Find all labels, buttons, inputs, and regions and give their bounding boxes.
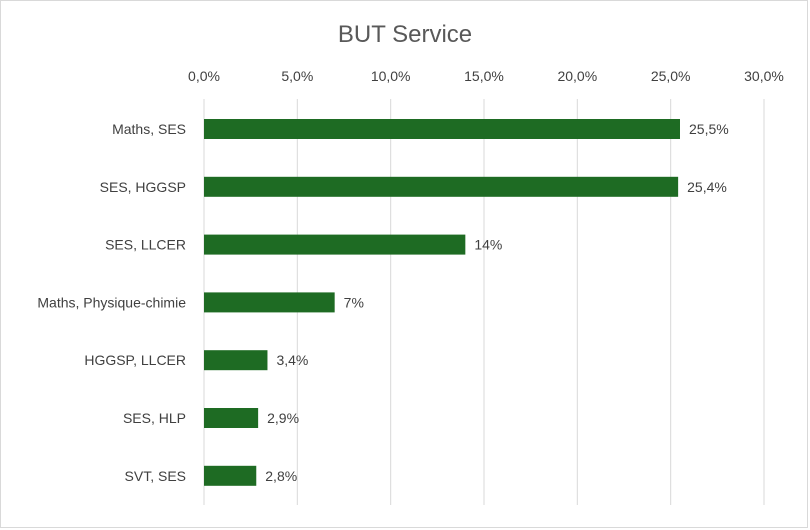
category-label: SES, LLCER [105,237,186,253]
x-tick-label: 10,0% [371,68,411,84]
data-label: 25,5% [689,121,729,137]
category-label: Maths, SES [112,121,186,137]
data-label: 2,9% [267,410,299,426]
category-labels: Maths, SES SES, HGGSP SES, LLCER Maths, Phy… [37,121,186,484]
data-label: 3,4% [276,352,308,368]
bar [204,408,259,428]
data-label: 2,8% [265,468,297,484]
x-tick-label: 15,0% [464,68,504,84]
category-label: SES, HLP [123,410,186,426]
x-tick-label: 20,0% [557,68,597,84]
category-label: SVT, SES [125,468,186,484]
x-tick-label: 5,0% [281,68,313,84]
x-axis-tick-labels: 0,0% 5,0% 10,0% 15,0% 20,0% 25,0% 30,0% [188,68,784,84]
bar [204,176,679,197]
bar [204,292,335,313]
gridlines [203,99,765,505]
x-tick-label: 0,0% [188,68,220,84]
bar [204,234,466,255]
bar [204,465,257,486]
data-labels: 25,5% 25,4% 14% 7% 3,4% 2,9% 2,8% [265,121,728,484]
chart-title: BUT Service [338,21,472,48]
data-label: 14% [474,237,502,253]
bar [204,119,680,139]
bars [204,119,680,486]
category-label: SES, HGGSP [100,179,186,195]
x-tick-label: 30,0% [744,68,784,84]
data-label: 7% [344,294,364,310]
category-label: Maths, Physique-chimie [37,294,186,310]
bar [204,350,268,371]
x-tick-label: 25,0% [651,68,691,84]
data-label: 25,4% [687,179,727,195]
category-label: HGGSP, LLCER [84,352,186,368]
